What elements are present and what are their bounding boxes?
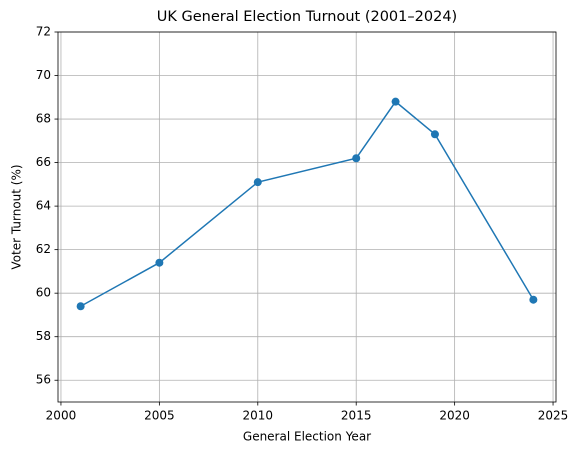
- y-tick-label: 58: [36, 329, 51, 343]
- marker: [253, 178, 262, 187]
- marker: [76, 302, 85, 311]
- y-tick-label: 66: [36, 155, 51, 169]
- y-tick-label: 64: [36, 199, 51, 213]
- line: [80, 100, 535, 307]
- marker: [529, 295, 538, 304]
- marker: [352, 154, 361, 163]
- y-tick-label: 68: [36, 112, 51, 126]
- x-tick-label: 2000: [46, 409, 77, 423]
- y-tick-label: 72: [36, 25, 51, 39]
- x-tick-label: 2025: [538, 409, 569, 423]
- x-tick-label: 2010: [243, 409, 274, 423]
- x-tick-label: 2005: [144, 409, 175, 423]
- y-axis-label: Voter Turnout (%): [10, 164, 24, 269]
- x-tick-label: 2015: [341, 409, 372, 423]
- y-tick-label: 70: [36, 68, 51, 82]
- marker: [155, 258, 164, 267]
- chart-title: UK General Election Turnout (2001–2024): [157, 9, 457, 25]
- y-tick-label: 62: [36, 242, 51, 256]
- y-tick-label: 60: [36, 286, 51, 300]
- y-tick-label: 56: [36, 373, 51, 387]
- marker: [391, 97, 400, 106]
- plot-frame: [57, 31, 557, 403]
- x-axis-label: General Election Year: [243, 430, 371, 444]
- x-tick-label: 2020: [439, 409, 470, 423]
- marker: [430, 130, 439, 139]
